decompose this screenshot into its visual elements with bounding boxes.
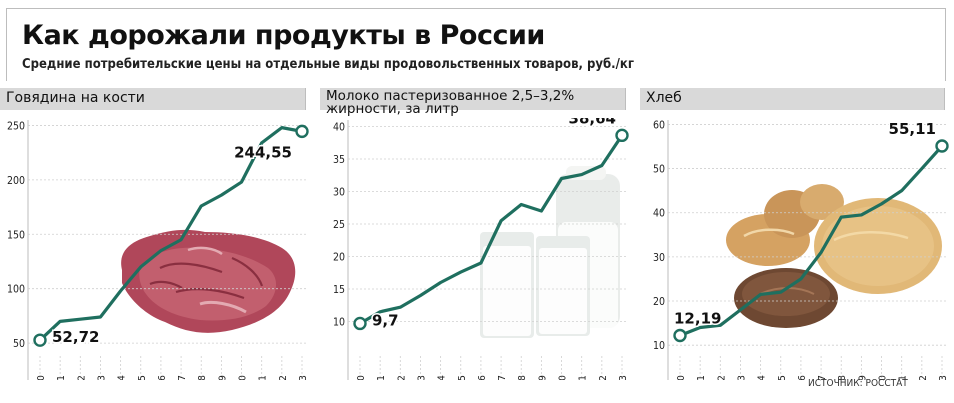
beef-panel-header: Говядина на кости <box>0 88 306 110</box>
meat-image <box>121 229 296 333</box>
y-tick-label: 30 <box>653 252 665 264</box>
x-tick-label: 2005 <box>137 375 148 380</box>
x-tick-label: 2007 <box>497 375 508 380</box>
x-tick-label: 2004 <box>117 375 128 380</box>
milk-title-line-2: жирности, за литр <box>326 101 459 117</box>
x-tick-label: 2013 <box>618 375 629 380</box>
x-tick-label: 2008 <box>197 375 208 380</box>
data-point <box>935 139 949 153</box>
x-tick-label: 2008 <box>837 375 848 380</box>
y-tick-label: 200 <box>7 175 25 187</box>
x-tick-label: 2000 <box>676 375 687 380</box>
x-tick-label: 2006 <box>797 375 808 380</box>
bread-image <box>726 184 942 328</box>
y-tick-label: 30 <box>333 187 345 199</box>
milk-title-line-1: Молоко пастеризованное 2,5–3,2% <box>326 88 575 104</box>
x-tick-label: 2004 <box>757 375 768 380</box>
page-title: Как дорожали продукты в России <box>22 20 545 51</box>
y-tick-label: 15 <box>333 284 345 296</box>
y-tick-label: 10 <box>333 317 345 329</box>
x-tick-label: 2011 <box>898 375 909 380</box>
page-subtitle: Средние потребительские цены на отдельны… <box>22 57 634 72</box>
y-tick-label: 40 <box>333 122 345 134</box>
x-tick-label: 2009 <box>857 375 868 380</box>
x-tick-label: 2012 <box>278 375 289 380</box>
y-tick-label: 100 <box>7 284 25 296</box>
series-line <box>359 134 624 325</box>
beef-panel-title: Говядина на кости <box>6 90 145 106</box>
y-tick-label: 10 <box>653 340 665 352</box>
y-tick-label: 50 <box>13 338 25 350</box>
y-tick-label: 60 <box>653 119 665 131</box>
data-label: 52,72 <box>52 328 99 346</box>
x-tick-label: 2006 <box>157 375 168 380</box>
x-tick-label: 2005 <box>457 375 468 380</box>
data-label: 38,64 <box>569 118 616 127</box>
series-line <box>679 144 944 337</box>
x-tick-label: 2006 <box>477 375 488 380</box>
x-tick-label: 2013 <box>938 375 949 380</box>
x-tick-label: 2003 <box>416 375 427 380</box>
x-tick-label: 2012 <box>918 375 929 380</box>
bread-panel-title: Хлеб <box>646 90 682 106</box>
data-point <box>353 316 367 331</box>
x-tick-label: 2011 <box>258 375 269 380</box>
data-point <box>33 333 47 347</box>
data-label: 244,55 <box>234 143 292 161</box>
data-point <box>615 128 629 143</box>
data-label: 9,7 <box>372 311 399 329</box>
x-tick-label: 2005 <box>777 375 788 380</box>
x-tick-label: 2003 <box>96 375 107 380</box>
x-tick-label: 2010 <box>238 375 249 380</box>
x-tick-label: 2000 <box>356 375 367 380</box>
milk-panel-title: Молоко пастеризованное 2,5–3,2% жирности… <box>326 88 575 117</box>
x-tick-label: 2010 <box>878 375 889 380</box>
data-label: 12,19 <box>674 310 721 328</box>
x-tick-label: 2004 <box>437 375 448 380</box>
x-tick-label: 2003 <box>736 375 747 380</box>
x-tick-label: 2007 <box>177 375 188 380</box>
series-line <box>38 126 303 342</box>
x-tick-label: 2009 <box>217 375 228 380</box>
y-tick-label: 35 <box>333 154 345 166</box>
header-frame <box>6 8 946 81</box>
x-tick-label: 2010 <box>558 375 569 380</box>
y-tick-label: 50 <box>653 164 665 176</box>
bread-panel-header: Хлеб <box>640 88 945 110</box>
x-tick-label: 2001 <box>56 375 67 380</box>
source-note: ИСТОЧНИК: РОССТАТ <box>808 378 908 389</box>
y-tick-label: 25 <box>333 219 345 231</box>
y-tick-label: 150 <box>7 229 25 241</box>
milk-panel-header: Молоко пастеризованное 2,5–3,2% жирности… <box>320 88 626 116</box>
x-tick-label: 2007 <box>817 375 828 380</box>
x-tick-label: 2009 <box>537 375 548 380</box>
x-tick-label: 2013 <box>298 375 309 380</box>
y-tick-label: 20 <box>333 252 345 264</box>
y-tick-label: 20 <box>653 296 665 308</box>
data-label: 55,11 <box>889 120 936 138</box>
x-tick-label: 2001 <box>696 375 707 380</box>
y-tick-label: 250 <box>7 120 25 132</box>
data-point <box>295 124 309 139</box>
x-tick-label: 2011 <box>578 375 589 380</box>
x-tick-label: 2000 <box>36 375 47 380</box>
x-tick-label: 2008 <box>517 375 528 380</box>
x-tick-label: 2012 <box>598 375 609 380</box>
data-point <box>673 328 687 343</box>
y-tick-label: 40 <box>653 208 665 220</box>
x-tick-label: 2001 <box>376 375 387 380</box>
